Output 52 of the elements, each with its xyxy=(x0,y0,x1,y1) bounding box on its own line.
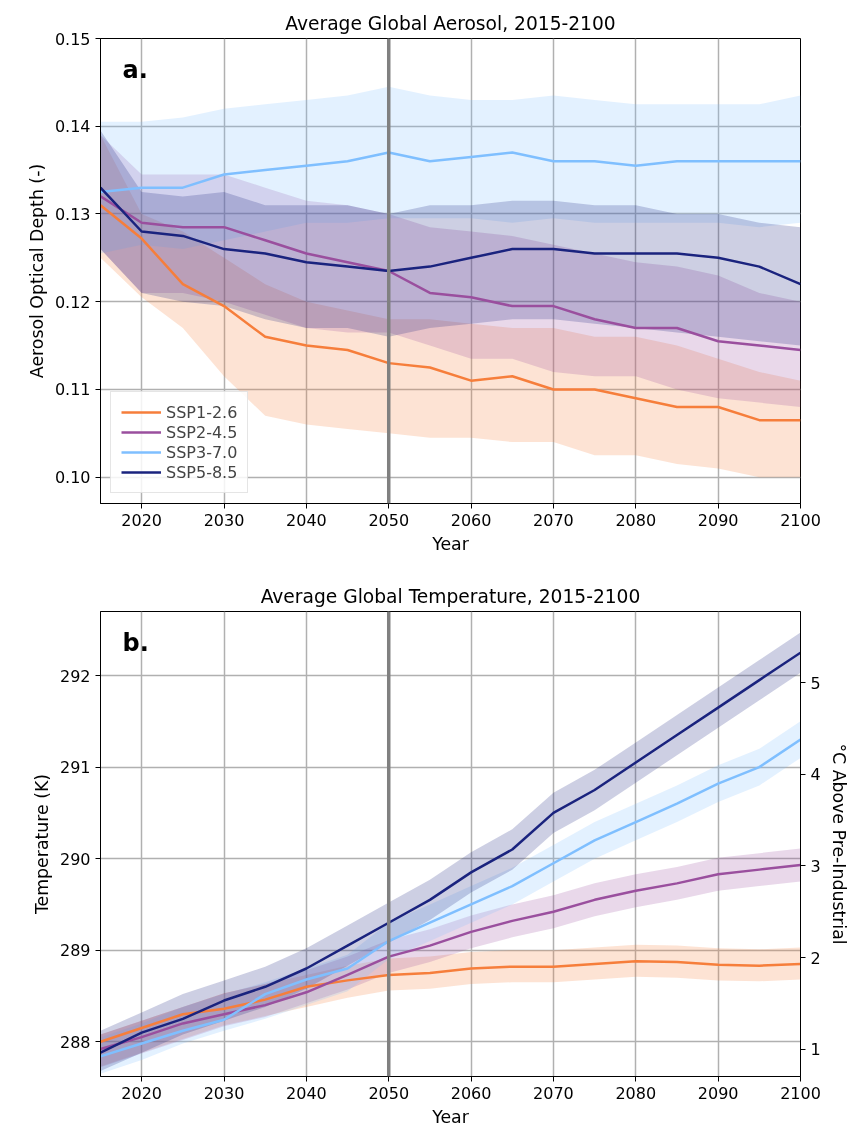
x-tick-label: 2040 xyxy=(286,510,327,530)
x-tick-label: 2060 xyxy=(450,1083,492,1103)
y-tick-label: 289 xyxy=(59,941,91,961)
y2-axis-title: °C Above Pre-Industrial xyxy=(828,743,849,945)
y2-tick-label: 3 xyxy=(810,856,821,876)
legend-label: SSP2-4.5 xyxy=(166,422,238,442)
x-tick-label: 2030 xyxy=(203,1083,245,1103)
y-tick-label: 0.10 xyxy=(54,468,91,488)
x-tick-label: 2070 xyxy=(533,1083,574,1103)
x-axis-title: Year xyxy=(431,533,470,554)
x-tick-label: 2060 xyxy=(450,510,492,530)
chart-title: Average Global Temperature, 2015-2100 xyxy=(260,585,641,607)
line-series xyxy=(100,203,801,422)
legend-label: SSP5-8.5 xyxy=(166,462,238,482)
legend-label: SSP3-7.0 xyxy=(166,442,238,462)
x-tick-label: 2100 xyxy=(780,510,821,530)
x-tick-label: 2030 xyxy=(203,510,245,530)
chart-title: Average Global Aerosol, 2015-2100 xyxy=(285,12,616,34)
y-tick-label: 288 xyxy=(59,1032,91,1052)
y2-tick-label: 4 xyxy=(810,765,821,785)
y-tick-label: 291 xyxy=(59,758,91,778)
y-tick-label: 292 xyxy=(59,666,91,686)
x-tick-label: 2080 xyxy=(615,510,657,530)
x-tick-label: 2020 xyxy=(121,1083,163,1103)
x-tick-label: 2090 xyxy=(697,510,739,530)
annotation: a. xyxy=(122,55,148,84)
x-tick-label: 2040 xyxy=(286,1083,327,1103)
line-series xyxy=(100,195,801,352)
y-tick-label: 0.14 xyxy=(54,117,91,137)
y-axis-title: Temperature (K) xyxy=(31,773,52,916)
y2-tick-label: 5 xyxy=(810,673,821,693)
y2-tick-label: 2 xyxy=(810,948,821,968)
x-tick-label: 2100 xyxy=(780,1083,821,1103)
y-tick-label: 0.12 xyxy=(54,292,91,312)
legend-label: SSP1-2.6 xyxy=(166,402,238,422)
y-tick-label: 0.11 xyxy=(54,380,91,400)
y-tick-label: 0.13 xyxy=(54,204,91,224)
y-tick-label: 0.15 xyxy=(54,29,91,49)
x-tick-label: 2070 xyxy=(533,510,574,530)
x-tick-label: 2050 xyxy=(368,1083,410,1103)
line-series xyxy=(100,959,801,1043)
x-tick-label: 2020 xyxy=(121,510,163,530)
line-series xyxy=(100,151,801,194)
x-tick-label: 2090 xyxy=(697,1083,739,1103)
y2-tick-label: 1 xyxy=(810,1040,821,1060)
y-tick-label: 290 xyxy=(59,849,91,869)
line-series xyxy=(100,186,801,286)
x-tick-label: 2050 xyxy=(368,510,410,530)
x-tick-label: 2080 xyxy=(615,1083,657,1103)
x-axis-title: Year xyxy=(431,1106,470,1127)
annotation: b. xyxy=(122,628,149,657)
y-axis-title: Aerosol Optical Depth (-) xyxy=(26,163,47,379)
